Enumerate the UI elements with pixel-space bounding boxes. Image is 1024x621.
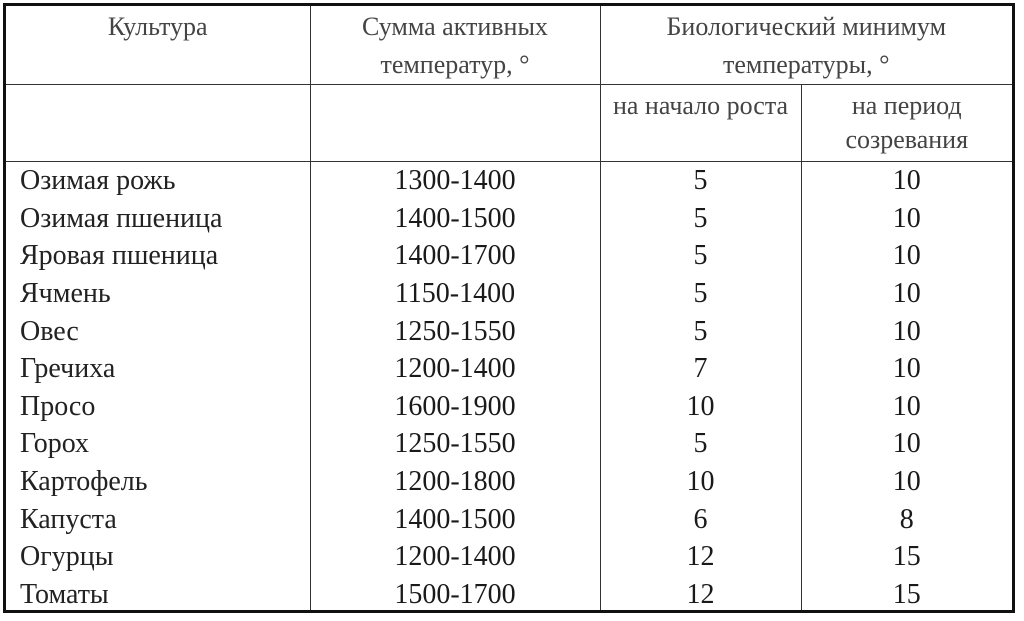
bio-start-cell: 5 xyxy=(599,274,802,313)
subheader-bio-ripening: на период созревания xyxy=(800,84,1012,162)
crop-cell: Озимая рожь xyxy=(6,161,311,200)
table-row: Горох 1250-1550 5 10 xyxy=(6,425,1012,463)
bio-ripening-cell: 15 xyxy=(800,575,1012,610)
bio-ripening-cell: 10 xyxy=(800,274,1012,313)
bio-start-cell: 6 xyxy=(599,500,802,538)
table-body: Озимая рожь 1300-1400 5 10 Озимая пшеница 140… xyxy=(6,161,1012,610)
crop-cell: Гречиха xyxy=(6,349,311,388)
table-row: Картофель 1200-1800 10 10 xyxy=(6,462,1012,501)
subheader-bio-start: на начало роста xyxy=(599,84,802,162)
table-row: Озимая пшеница 1400-1500 5 10 xyxy=(6,199,1012,238)
table-row: Ячмень 1150-1400 5 10 xyxy=(6,274,1012,313)
active-sum-cell: 1600-1900 xyxy=(309,387,601,426)
active-sum-cell: 1250-1550 xyxy=(309,425,601,463)
bio-ripening-cell: 10 xyxy=(800,349,1012,388)
active-sum-cell: 1200-1800 xyxy=(309,462,601,501)
bio-start-cell: 5 xyxy=(599,312,802,350)
bio-ripening-cell: 15 xyxy=(800,537,1012,576)
header-bio-min: Биологический минимум температуры, ° xyxy=(599,6,1012,85)
crop-cell: Просо xyxy=(6,387,311,426)
active-sum-cell: 1150-1400 xyxy=(309,274,601,313)
crop-cell: Озимая пшеница xyxy=(6,199,311,238)
table-row: Озимая рожь 1300-1400 5 10 xyxy=(6,161,1012,200)
bio-start-cell: 12 xyxy=(599,537,802,576)
crop-cell: Картофель xyxy=(6,462,311,501)
active-sum-cell: 1400-1500 xyxy=(309,500,601,538)
crop-cell: Огурцы xyxy=(6,537,311,576)
crop-cell: Яровая пшеница xyxy=(6,237,311,275)
bio-start-cell: 5 xyxy=(599,161,802,200)
table-row: Яровая пшеница 1400-1700 5 10 xyxy=(6,237,1012,275)
bio-start-cell: 7 xyxy=(599,349,802,388)
header-row: Культура Сумма активных температур, ° Би… xyxy=(6,6,1012,85)
bio-ripening-cell: 10 xyxy=(800,161,1012,200)
active-sum-cell: 1200-1400 xyxy=(309,537,601,576)
table-row: Капуста 1400-1500 6 8 xyxy=(6,500,1012,538)
active-sum-cell: 1250-1550 xyxy=(309,312,601,350)
bio-start-cell: 5 xyxy=(599,237,802,275)
bio-ripening-cell: 10 xyxy=(800,425,1012,463)
subheader-row: на начало роста на период созревания xyxy=(6,84,1012,162)
crop-temperature-table: Культура Сумма активных температур, ° Би… xyxy=(6,6,1012,610)
active-sum-cell: 1200-1400 xyxy=(309,349,601,388)
bio-ripening-cell: 10 xyxy=(800,237,1012,275)
bio-ripening-cell: 10 xyxy=(800,199,1012,238)
bio-start-cell: 5 xyxy=(599,199,802,238)
active-sum-cell: 1400-1700 xyxy=(309,237,601,275)
crop-cell: Томаты xyxy=(6,575,311,610)
bio-ripening-cell: 10 xyxy=(800,312,1012,350)
table-row: Томаты 1500-1700 12 15 xyxy=(6,575,1012,610)
crop-cell: Овес xyxy=(6,312,311,350)
table-row: Просо 1600-1900 10 10 xyxy=(6,387,1012,426)
subheader-empty-sum xyxy=(309,84,601,162)
table-row: Огурцы 1200-1400 12 15 xyxy=(6,537,1012,576)
crop-cell: Ячмень xyxy=(6,274,311,313)
header-crop: Культура xyxy=(6,6,311,85)
bio-start-cell: 12 xyxy=(599,575,802,610)
header-active-sum: Сумма активных температур, ° xyxy=(309,6,601,85)
crop-cell: Капуста xyxy=(6,500,311,538)
bio-ripening-cell: 10 xyxy=(800,387,1012,426)
active-sum-cell: 1400-1500 xyxy=(309,199,601,238)
active-sum-cell: 1500-1700 xyxy=(309,575,601,610)
bio-ripening-cell: 8 xyxy=(800,500,1012,538)
table-frame: Культура Сумма активных температур, ° Би… xyxy=(3,3,1015,613)
bio-start-cell: 5 xyxy=(599,425,802,463)
subheader-empty-crop xyxy=(6,84,311,162)
bio-ripening-cell: 10 xyxy=(800,462,1012,501)
table-row: Овес 1250-1550 5 10 xyxy=(6,312,1012,350)
table-row: Гречиха 1200-1400 7 10 xyxy=(6,349,1012,388)
active-sum-cell: 1300-1400 xyxy=(309,161,601,200)
bio-start-cell: 10 xyxy=(599,387,802,426)
crop-cell: Горох xyxy=(6,425,311,463)
bio-start-cell: 10 xyxy=(599,462,802,501)
